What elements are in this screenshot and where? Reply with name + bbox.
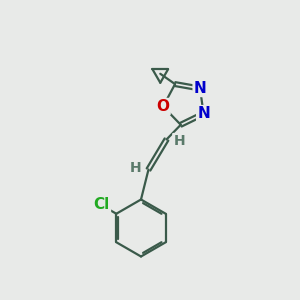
Text: O: O — [157, 99, 169, 114]
Text: N: N — [197, 106, 210, 121]
Text: Cl: Cl — [94, 197, 110, 212]
Text: N: N — [194, 81, 206, 96]
Text: H: H — [130, 161, 142, 175]
Text: H: H — [173, 134, 185, 148]
